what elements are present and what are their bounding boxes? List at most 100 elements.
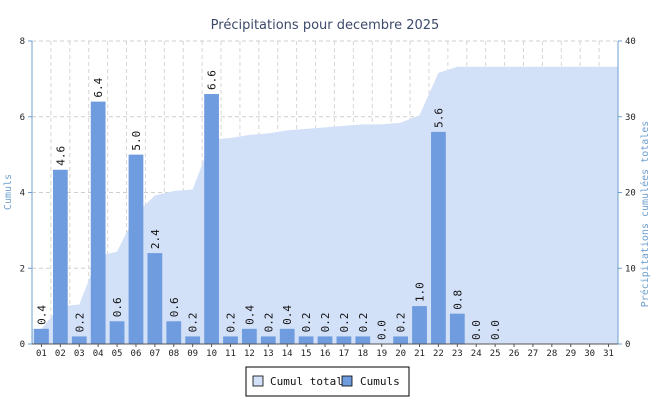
data-label-19: 0.0 [376, 320, 389, 340]
x-tick-label-04: 04 [93, 349, 104, 359]
bar-14 [279, 328, 295, 344]
right-tick-label: 10 [625, 264, 636, 274]
data-label-21: 1.0 [414, 282, 427, 302]
data-label-11: 0.2 [224, 313, 237, 333]
chart-title: Précipitations pour decembre 2025 [211, 18, 440, 33]
data-label-25: 0.0 [489, 320, 502, 340]
x-tick-label-23: 23 [452, 349, 463, 359]
x-tick-label-09: 09 [187, 349, 198, 359]
bar-05 [109, 321, 125, 344]
x-tick-label-14: 14 [282, 349, 293, 359]
x-tick-label-26: 26 [509, 349, 520, 359]
bar-23 [449, 313, 465, 344]
bar-01 [34, 328, 49, 344]
legend-label-cumuls: Cumuls [360, 375, 400, 388]
x-tick-label-17: 17 [338, 349, 349, 359]
legend: Cumul total Cumuls [245, 366, 410, 397]
data-label-07: 2.4 [149, 229, 162, 249]
bars-layer [34, 94, 465, 345]
left-axis-label: Cumuls [3, 174, 14, 210]
bar-07 [147, 253, 163, 344]
data-label-20: 0.2 [395, 313, 408, 333]
bar-10 [204, 94, 219, 345]
bar-13 [260, 336, 276, 344]
x-tick-label-03: 03 [74, 349, 85, 359]
right-tick-label: 40 [625, 37, 636, 47]
cumulative-area [32, 66, 618, 344]
data-label-09: 0.2 [187, 313, 200, 333]
x-tick-label-11: 11 [225, 349, 236, 359]
cumulative-area-layer [32, 66, 618, 344]
bar-16 [317, 336, 333, 344]
left-tick-label: 8 [20, 37, 25, 47]
right-axis-label: Précipitations cumulées totales [639, 121, 650, 308]
data-label-02: 4.6 [54, 146, 67, 166]
data-label-01: 0.4 [35, 305, 48, 325]
bar-21 [412, 306, 427, 344]
data-label-12: 0.4 [243, 305, 256, 325]
bar-08 [166, 321, 182, 344]
x-tick-label-29: 29 [565, 349, 576, 359]
x-tick-label-10: 10 [206, 349, 217, 359]
x-tick-label-18: 18 [357, 349, 368, 359]
x-tick-label-20: 20 [395, 349, 406, 359]
bar-15 [298, 336, 314, 344]
legend-box [245, 366, 410, 397]
data-label-15: 0.2 [300, 313, 313, 333]
x-tick-label-16: 16 [320, 349, 331, 359]
x-tick-label-24: 24 [471, 349, 482, 359]
data-label-16: 0.2 [319, 313, 332, 333]
legend-swatch-cumuls [341, 375, 353, 387]
x-tick-label-07: 07 [149, 349, 160, 359]
data-label-06: 5.0 [130, 131, 143, 151]
x-tick-label-28: 28 [546, 349, 557, 359]
data-label-18: 0.2 [357, 313, 370, 333]
x-tick-label-02: 02 [55, 349, 66, 359]
data-label-22: 5.6 [432, 108, 445, 128]
left-tick-label: 0 [20, 340, 25, 350]
data-labels: 0.4 4.6 0.2 6.4 0.6 5.0 2.4 0.6 0.2 6.6 0.2 0.4 0.2 0… [35, 70, 502, 340]
data-label-04: 6.4 [92, 77, 105, 97]
x-tick-label-31: 31 [603, 349, 614, 359]
bar-04 [90, 101, 106, 344]
bar-06 [128, 154, 144, 344]
right-tick-label: 20 [625, 189, 636, 199]
bar-22 [431, 131, 446, 344]
bar-11 [223, 336, 238, 344]
bar-12 [242, 328, 257, 344]
data-label-13: 0.2 [262, 313, 275, 333]
data-label-03: 0.2 [73, 313, 86, 333]
data-label-14: 0.4 [281, 305, 294, 325]
x-tick-label-01: 01 [36, 349, 47, 359]
bar-17 [336, 336, 352, 344]
left-tick-label: 2 [20, 264, 25, 274]
x-tick-label-22: 22 [433, 349, 444, 359]
data-label-05: 0.6 [111, 297, 124, 317]
x-tick-label-21: 21 [414, 349, 425, 359]
x-tick-label-19: 19 [376, 349, 387, 359]
x-tick-label-12: 12 [244, 349, 255, 359]
right-tick-label: 0 [625, 340, 630, 350]
x-tick-label-30: 30 [584, 349, 595, 359]
data-label-08: 0.6 [168, 297, 181, 317]
data-label-10: 6.6 [206, 70, 219, 90]
x-tick-label-13: 13 [263, 349, 274, 359]
legend-swatch-cumul-total [252, 375, 264, 387]
legend-label-cumul-total: Cumul total [270, 375, 343, 388]
right-tick-label: 30 [625, 113, 636, 123]
data-label-17: 0.2 [338, 313, 351, 333]
left-tick-label: 6 [20, 113, 25, 123]
x-tick-label-05: 05 [112, 349, 123, 359]
x-tick-label-08: 08 [168, 349, 179, 359]
bar-02 [52, 169, 68, 344]
bar-09 [185, 336, 201, 344]
bar-20 [393, 336, 408, 344]
bar-03 [71, 336, 87, 344]
x-tick-label-06: 06 [131, 349, 142, 359]
data-label-23: 0.8 [451, 290, 464, 310]
left-tick-label: 4 [20, 189, 25, 199]
x-tick-label-15: 15 [301, 349, 312, 359]
x-tick-label-25: 25 [490, 349, 501, 359]
